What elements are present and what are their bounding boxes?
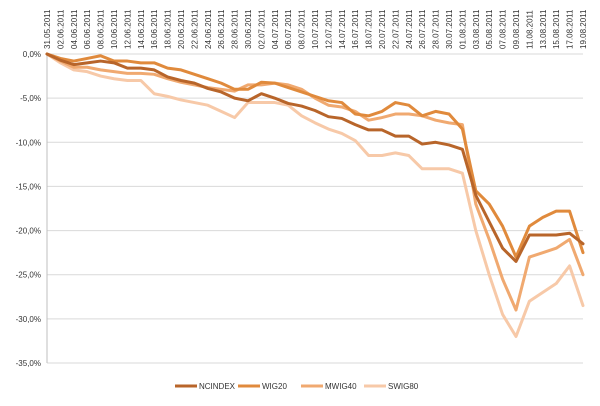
x-tick-label: 14.07.2011 <box>338 9 347 49</box>
x-tick-label: 30.06.2011 <box>244 9 253 49</box>
x-tick-label: 09.08.2011 <box>512 9 521 49</box>
x-tick-label: 17.08.2011 <box>566 9 575 49</box>
x-tick-label: 16.06.2011 <box>150 9 159 49</box>
legend-label: MWIG40 <box>325 382 357 391</box>
y-tick-label: -5,0% <box>20 94 41 103</box>
x-tick-label: 10.06.2011 <box>110 9 119 49</box>
x-tick-label: 20.06.2011 <box>177 9 186 49</box>
x-tick-label: 15.08.2011 <box>552 9 561 49</box>
y-tick-label: 0,0% <box>23 50 41 59</box>
y-tick-label: -25,0% <box>16 271 41 280</box>
legend: NCINDEX WIG20 MWIG40 SWIG80 <box>175 382 419 391</box>
y-tick-label: -15,0% <box>16 182 41 191</box>
x-tick-label: 03.08.2011 <box>472 9 481 49</box>
y-tick-label: -30,0% <box>16 315 41 324</box>
x-tick-label: 13.08.2011 <box>539 9 548 49</box>
x-tick-label: 02.07.2011 <box>257 9 266 49</box>
x-tick-label: 31.05.2011 <box>43 9 52 49</box>
x-tick-label: 08.06.2011 <box>97 9 106 49</box>
x-tick-label: 14.06.2011 <box>137 9 146 49</box>
x-tick-label: 20.07.2011 <box>378 9 387 49</box>
x-tick-label: 18.06.2011 <box>164 9 173 49</box>
y-axis: 0,0% -5,0% -10,0% -15,0% -20,0% -25,0% -30,0% -… <box>16 50 48 368</box>
y-tick-label: -35,0% <box>16 359 41 368</box>
x-tick-label: 30.07.2011 <box>445 9 454 49</box>
series-line-mwig40 <box>45 52 585 312</box>
x-tick-label: 11.08.2011 <box>525 10 534 49</box>
x-tick-label: 04.06.2011 <box>70 9 79 49</box>
legend-label: WIG20 <box>262 382 287 391</box>
legend-label: NCINDEX <box>199 382 236 391</box>
x-tick-label: 04.07.2011 <box>271 9 280 49</box>
x-tick-label: 12.07.2011 <box>324 9 333 49</box>
x-tick-label: 10.07.2011 <box>311 9 320 49</box>
x-tick-label: 07.08.2011 <box>499 9 508 49</box>
x-tick-label: 16.07.2011 <box>351 9 360 49</box>
y-tick-label: -10,0% <box>16 138 41 147</box>
x-axis: 31.05.2011 02.06.2011 04.06.2011 06.06.2011… <box>43 9 588 49</box>
x-tick-label: 06.06.2011 <box>83 9 92 49</box>
x-tick-label: 22.06.2011 <box>190 9 199 49</box>
x-tick-label: 28.07.2011 <box>432 9 441 49</box>
x-tick-label: 24.06.2011 <box>204 9 213 49</box>
x-tick-label: 12.06.2011 <box>123 9 132 49</box>
x-tick-label: 02.06.2011 <box>56 9 65 49</box>
x-tick-label: 26.06.2011 <box>217 9 226 49</box>
x-tick-label: 26.07.2011 <box>418 9 427 49</box>
x-tick-label: 28.06.2011 <box>231 9 240 49</box>
series-line-ncindex <box>45 52 585 263</box>
gridlines <box>47 53 583 364</box>
x-tick-label: 01.08.2011 <box>458 9 467 49</box>
x-tick-label: 24.07.2011 <box>405 9 414 49</box>
x-tick-label: 19.08.2011 <box>579 9 588 49</box>
y-tick-label: -20,0% <box>16 227 41 236</box>
series-line-wig20 <box>45 52 585 259</box>
series-lines <box>45 52 585 339</box>
series-line-swig80 <box>45 52 585 339</box>
x-tick-label: 06.07.2011 <box>284 9 293 49</box>
x-tick-label: 08.07.2011 <box>298 9 307 49</box>
x-tick-label: 18.07.2011 <box>365 9 374 49</box>
x-tick-label: 05.08.2011 <box>485 9 494 49</box>
x-tick-label: 22.07.2011 <box>391 9 400 49</box>
legend-label: SWIG80 <box>388 382 419 391</box>
